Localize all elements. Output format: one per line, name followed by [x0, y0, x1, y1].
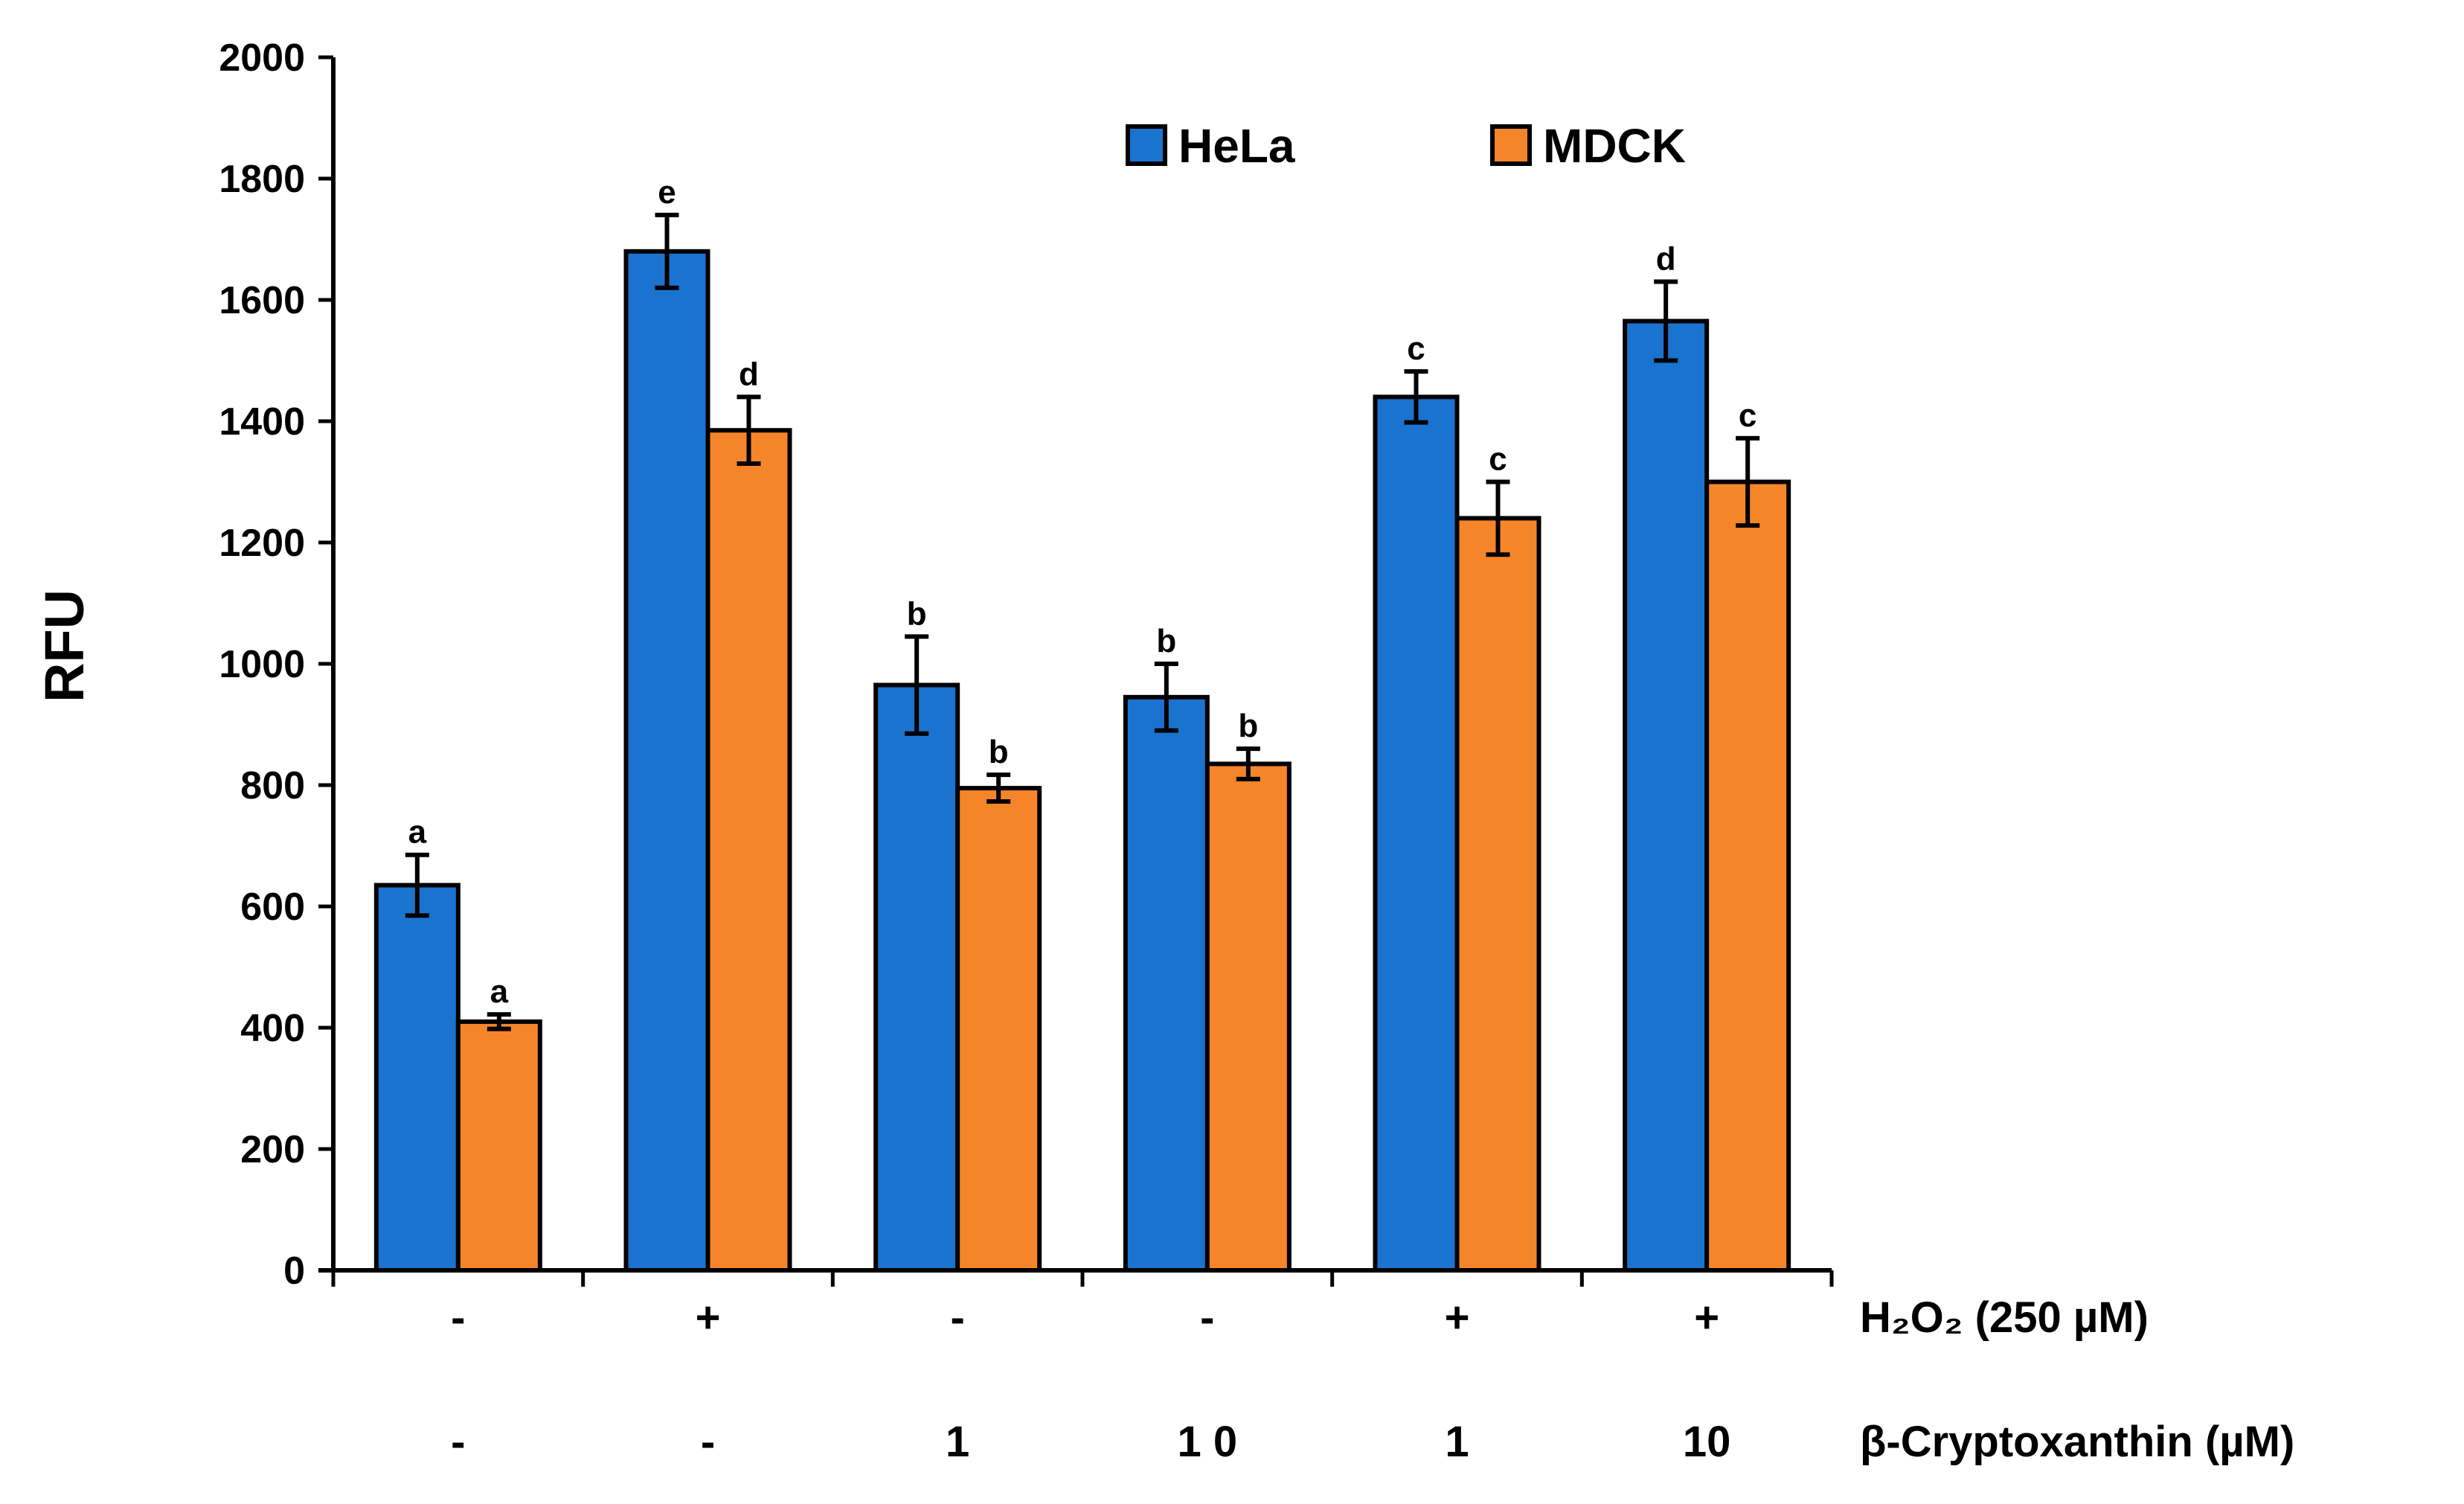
bar-hela — [373, 883, 461, 1273]
bar-hela — [1373, 394, 1460, 1273]
bar-mdck — [1704, 479, 1791, 1273]
bar-mdck — [1454, 516, 1541, 1273]
significance-letter: c — [1489, 441, 1507, 478]
bar-mdck — [455, 1019, 542, 1273]
bar-mdck — [1204, 761, 1292, 1273]
y-tick-label: 200 — [240, 1128, 305, 1171]
treatment-value: - — [451, 1418, 465, 1466]
y-tick-label: 1800 — [219, 158, 305, 201]
y-tick-label: 1400 — [219, 400, 305, 444]
treatment-row-label: H₂O₂ (250 µM) — [1860, 1293, 2149, 1342]
y-tick-label: 2000 — [219, 36, 305, 80]
significance-letter: a — [408, 814, 427, 851]
significance-letter: e — [658, 174, 676, 211]
significance-letter: b — [989, 734, 1009, 770]
treatment-value: - — [951, 1293, 965, 1342]
y-tick-label: 1600 — [219, 279, 305, 322]
bar-hela — [1123, 694, 1210, 1273]
treatment-row-label: β-Cryptoxanthin (µM) — [1860, 1418, 2294, 1466]
treatment-value: 1 — [1445, 1418, 1469, 1466]
y-tick-label: 1200 — [219, 522, 305, 565]
legend-label-hela: HeLa — [1178, 119, 1295, 173]
significance-letter: b — [907, 595, 927, 632]
bar-hela — [873, 682, 960, 1273]
treatment-value: - — [1200, 1293, 1214, 1342]
bar-mdck — [955, 786, 1042, 1273]
treatment-value: 10 — [1683, 1418, 1731, 1466]
significance-letter: d — [1656, 241, 1676, 278]
treatment-value: 1 — [946, 1418, 969, 1466]
treatment-value: 1 0 — [1178, 1418, 1238, 1466]
treatment-value: + — [1445, 1293, 1470, 1342]
bar-mdck — [705, 428, 792, 1273]
treatment-value: + — [1694, 1293, 1719, 1342]
y-axis-title: RFU — [33, 589, 95, 703]
treatment-value: - — [451, 1293, 465, 1342]
treatment-value: - — [701, 1418, 715, 1466]
legend-label-mdck: MDCK — [1543, 119, 1686, 173]
significance-letter: c — [1739, 397, 1756, 434]
y-tick-label: 400 — [240, 1007, 305, 1050]
legend-swatch-mdck — [1490, 124, 1532, 166]
significance-letter: a — [490, 973, 509, 1010]
bar-hela — [623, 249, 710, 1273]
significance-letter: b — [1156, 623, 1176, 659]
bar-hela — [1623, 319, 1710, 1273]
significance-letter: b — [1238, 708, 1258, 744]
y-tick-label: 600 — [240, 886, 305, 929]
y-tick-label: 0 — [283, 1249, 305, 1293]
y-tick-label: 800 — [240, 764, 305, 807]
treatment-value: + — [696, 1293, 721, 1342]
y-tick-label: 1000 — [219, 643, 305, 686]
legend-swatch-hela — [1126, 124, 1167, 166]
significance-letter: d — [739, 356, 759, 392]
significance-letter: c — [1407, 330, 1425, 367]
